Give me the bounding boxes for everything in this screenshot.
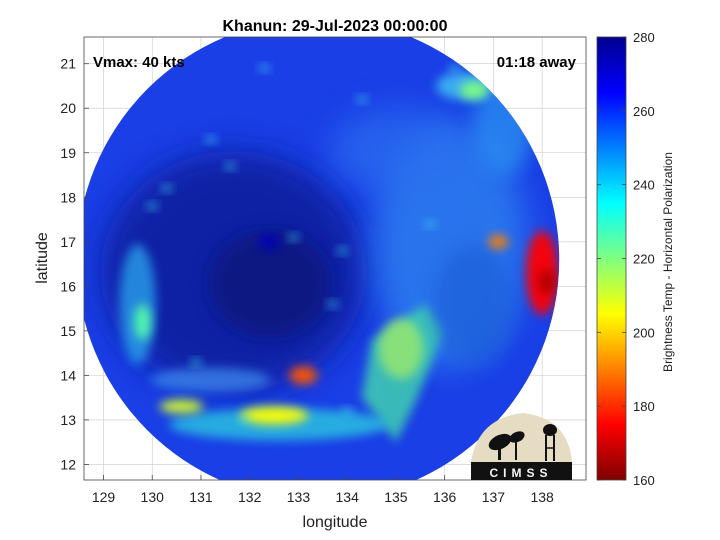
heatmap-speckle [425,220,436,228]
heatmap-speckle [327,300,338,308]
x-tick-label: 133 [287,489,311,505]
colorbar-tick-label: 200 [633,325,655,340]
x-tick-label: 129 [92,489,116,505]
heatmap-speckle [239,416,250,424]
x-tick-label: 134 [336,489,360,505]
colorbar-label: Brightness Temp - Horizontal Polarizatio… [661,152,675,372]
x-tick-label: 137 [482,489,506,505]
colorbar-tick-label: 260 [633,104,655,119]
chart-title: Khanun: 29-Jul-2023 00:00:00 [223,18,448,35]
x-tick-label: 138 [530,489,554,505]
heatmap-feature [539,269,556,294]
colorbar-tick-label: 240 [633,178,655,193]
heatmap-speckle [356,95,367,103]
heatmap-speckle [259,64,270,72]
x-tick-label: 130 [141,489,165,505]
heatmap-feature [289,366,318,385]
heatmap-speckle [191,358,202,366]
y-axis-ticks: 12 13 14 15 16 17 18 19 20 21 [60,56,89,472]
heatmap-speckle [147,202,158,210]
colorbar-tick-label: 220 [633,252,655,267]
colorbar-tick-label: 180 [633,399,655,414]
heatmap-feature [259,233,280,250]
y-tick-label: 18 [60,189,76,205]
y-tick-label: 13 [60,412,76,428]
y-tick-label: 20 [60,100,76,116]
heatmap-feature [134,303,151,340]
heatmap-speckle [342,407,353,415]
y-tick-label: 15 [60,323,76,339]
y-tick-label: 17 [60,234,76,250]
x-axis-label: longitude [303,514,368,531]
heatmap-speckle [288,233,299,241]
heatmap-feature [240,406,309,425]
heatmap-speckle [161,184,172,192]
vmax-annotation: Vmax: 40 kts [93,54,185,71]
heatmap-feature [159,399,204,414]
x-axis-ticks: 129 130 131 132 133 134 135 136 137 138 [92,475,554,505]
colorbar: 160 180 200 220 240 260 280 Brightness Temp - … [596,30,675,488]
cimss-logo: CIMSS [471,413,572,480]
y-tick-label: 14 [60,367,76,383]
heatmap-speckle [205,135,216,143]
y-tick-label: 12 [60,456,76,472]
x-tick-label: 131 [189,489,213,505]
heatmap-speckle [337,247,348,255]
y-tick-label: 16 [60,278,76,294]
time-away-annotation: 01:18 away [497,54,577,71]
y-axis-label: latitude [34,232,51,284]
x-tick-label: 132 [238,489,262,505]
x-tick-label: 135 [384,489,408,505]
axes-box [83,36,587,481]
heatmap-speckle [225,162,236,170]
colorbar-tick-label: 160 [633,473,655,488]
svg-text:CIMSS: CIMSS [489,466,552,480]
y-tick-label: 19 [60,145,76,161]
colorbar-tick-label: 280 [633,30,655,45]
heatmap-swath [84,37,560,480]
y-tick-label: 21 [60,56,76,72]
heatmap-speckle [449,64,460,72]
x-tick-label: 136 [433,489,457,505]
heatmap-feature [488,234,509,249]
heatmap-feature [459,81,488,100]
